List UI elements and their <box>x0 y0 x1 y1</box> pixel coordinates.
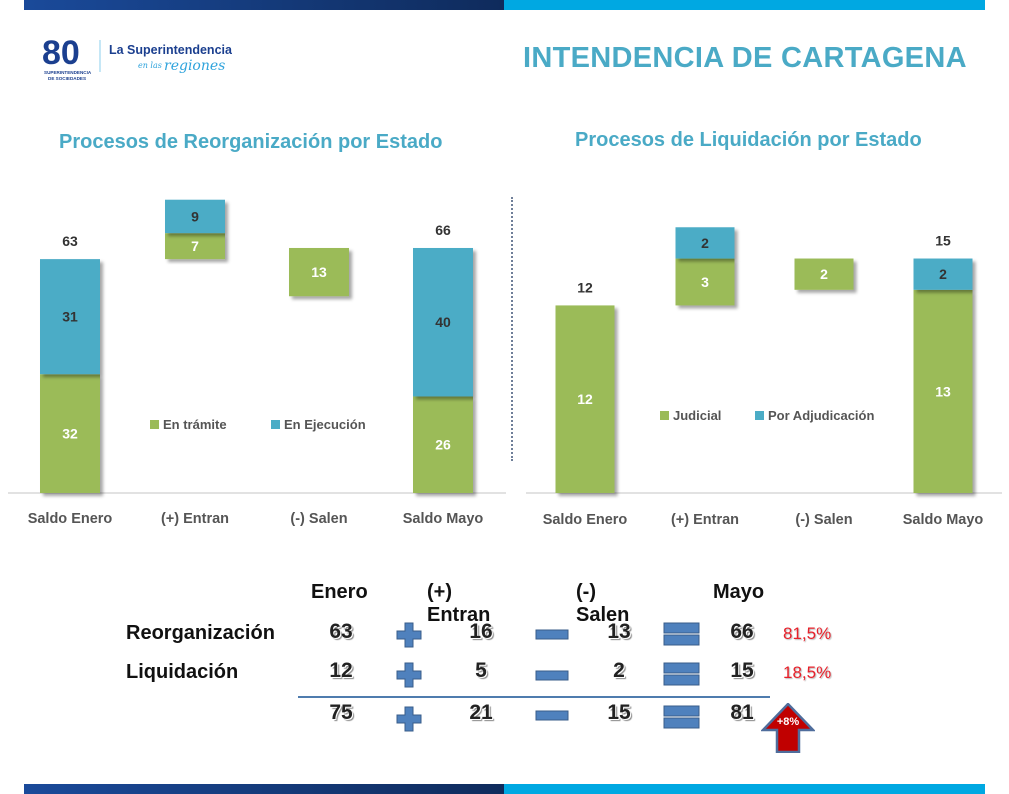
category-label: (-) Salen <box>795 512 852 528</box>
page-title: INTENDENCIA DE CARTAGENA <box>523 42 967 74</box>
minus-icon <box>535 710 569 721</box>
total-enero: 75 <box>329 701 353 724</box>
total-label: 15 <box>935 233 951 249</box>
data-label: 7 <box>191 238 199 254</box>
category-label: (-) Salen <box>290 511 347 527</box>
total-entran: 21 <box>469 701 493 724</box>
bar-segment-por-adjudicaci-n <box>675 227 735 259</box>
minus-icon <box>535 629 569 640</box>
legend-label: Judicial <box>673 408 721 423</box>
chart-title-liquidacion: Procesos de Liquidación por Estado <box>575 129 922 151</box>
legend-swatch <box>755 411 764 420</box>
category-label: (+) Entran <box>671 512 739 528</box>
liq-mayo: 15 <box>730 659 754 682</box>
data-label: 2 <box>939 266 947 282</box>
total-label: 66 <box>435 222 451 238</box>
change-badge: +8% <box>777 716 800 728</box>
category-label: Saldo Mayo <box>403 511 484 527</box>
data-label: 13 <box>311 264 327 280</box>
total-salen: 15 <box>607 701 631 724</box>
logo-tagline: La Superintendencia <box>109 43 232 57</box>
up-arrow-icon: +8% <box>761 703 815 753</box>
legend-label: En trámite <box>163 417 227 432</box>
svg-text:DE SOCIEDADES: DE SOCIEDADES <box>48 76 86 81</box>
data-label: 32 <box>62 426 78 442</box>
row-label-liquidacion: Liquidación <box>126 661 239 683</box>
data-label: 31 <box>62 309 78 325</box>
bar-segment-en-ejecuci-n <box>165 199 225 234</box>
category-label: Saldo Enero <box>543 512 628 528</box>
data-label: 13 <box>935 383 951 399</box>
data-label: 9 <box>191 208 199 224</box>
bar-segment-por-adjudicaci-n <box>913 258 973 290</box>
data-label: 12 <box>577 391 593 407</box>
total-label: 63 <box>62 233 78 249</box>
reorg-entran: 16 <box>469 620 493 643</box>
legend-label: Por Adjudicación <box>768 408 874 423</box>
superintendencia-logo: 80 SUPERINTENDENCIA DE SOCIEDADES La Sup… <box>42 34 232 81</box>
data-label: 2 <box>820 266 828 282</box>
reorganizacion-chart: 32 31 63 Saldo Enero 7 9 (+) Entran 13 (-) Salen… <box>8 199 506 527</box>
bar-segment-en-tr-mite <box>289 247 349 297</box>
header-mayo: Mayo <box>713 581 765 603</box>
header-salen: (-) Salen <box>576 581 630 626</box>
bar-segment-en-tr-mite <box>413 396 473 493</box>
liq-enero: 12 <box>329 659 353 682</box>
bar-segment-en-ejecuci-n <box>40 259 100 375</box>
minus-icon <box>535 670 569 681</box>
liq-share: 18,5% <box>783 663 832 682</box>
svg-text:en las: en las <box>138 61 162 70</box>
bar-segment-en-tr-mite <box>165 233 225 260</box>
category-label: (+) Entran <box>161 511 229 527</box>
total-rule <box>298 696 770 698</box>
bar-segment-judicial <box>794 258 854 290</box>
bar-segment-en-tr-mite <box>40 374 100 493</box>
equals-icon <box>663 705 700 729</box>
total-mayo: 81 <box>730 701 754 724</box>
total-label: 12 <box>577 279 593 295</box>
plus-icon <box>396 622 422 648</box>
legend-swatch <box>271 420 280 429</box>
category-label: Saldo Mayo <box>903 512 984 528</box>
plus-icon <box>396 706 422 732</box>
reorg-share: 81,5% <box>783 624 832 643</box>
row-label-reorganizacion: Reorganización <box>126 622 275 644</box>
reorg-salen: 13 <box>607 620 631 643</box>
equals-icon <box>663 622 700 646</box>
liquidacion-chart: 12 12 Saldo Enero 3 2 (+) Entran 2 (-) Salen 13 2… <box>526 227 1002 528</box>
svg-text:regiones: regiones <box>164 58 225 74</box>
reorg-mayo: 66 <box>730 620 754 643</box>
data-label: 26 <box>435 437 451 453</box>
reorg-enero: 63 <box>329 620 353 643</box>
legend-swatch <box>150 420 159 429</box>
category-label: Saldo Enero <box>28 511 113 527</box>
bar-segment-judicial <box>675 258 735 306</box>
data-label: 40 <box>435 314 451 330</box>
liq-entran: 5 <box>475 659 487 682</box>
data-label: 3 <box>701 274 709 290</box>
chart-divider <box>511 197 513 461</box>
chart-title-reorganizacion: Procesos de Reorganización por Estado <box>59 131 443 153</box>
header-enero: Enero <box>311 581 368 603</box>
equals-icon <box>663 662 700 686</box>
data-label: 2 <box>701 235 709 251</box>
svg-text:SUPERINTENDENCIA: SUPERINTENDENCIA <box>44 70 92 75</box>
bar-segment-judicial <box>913 289 973 493</box>
bar-segment-judicial <box>555 305 615 493</box>
bar-segment-en-ejecuci-n <box>413 247 473 397</box>
top-color-bar <box>24 0 985 10</box>
liq-salen: 2 <box>613 659 625 682</box>
header-entran: (+) Entran <box>427 581 491 626</box>
logo-number: 80 <box>42 34 80 72</box>
legend-label: En Ejecución <box>284 417 366 432</box>
legend-swatch <box>660 411 669 420</box>
bottom-color-bar <box>24 784 985 794</box>
plus-icon <box>396 662 422 688</box>
